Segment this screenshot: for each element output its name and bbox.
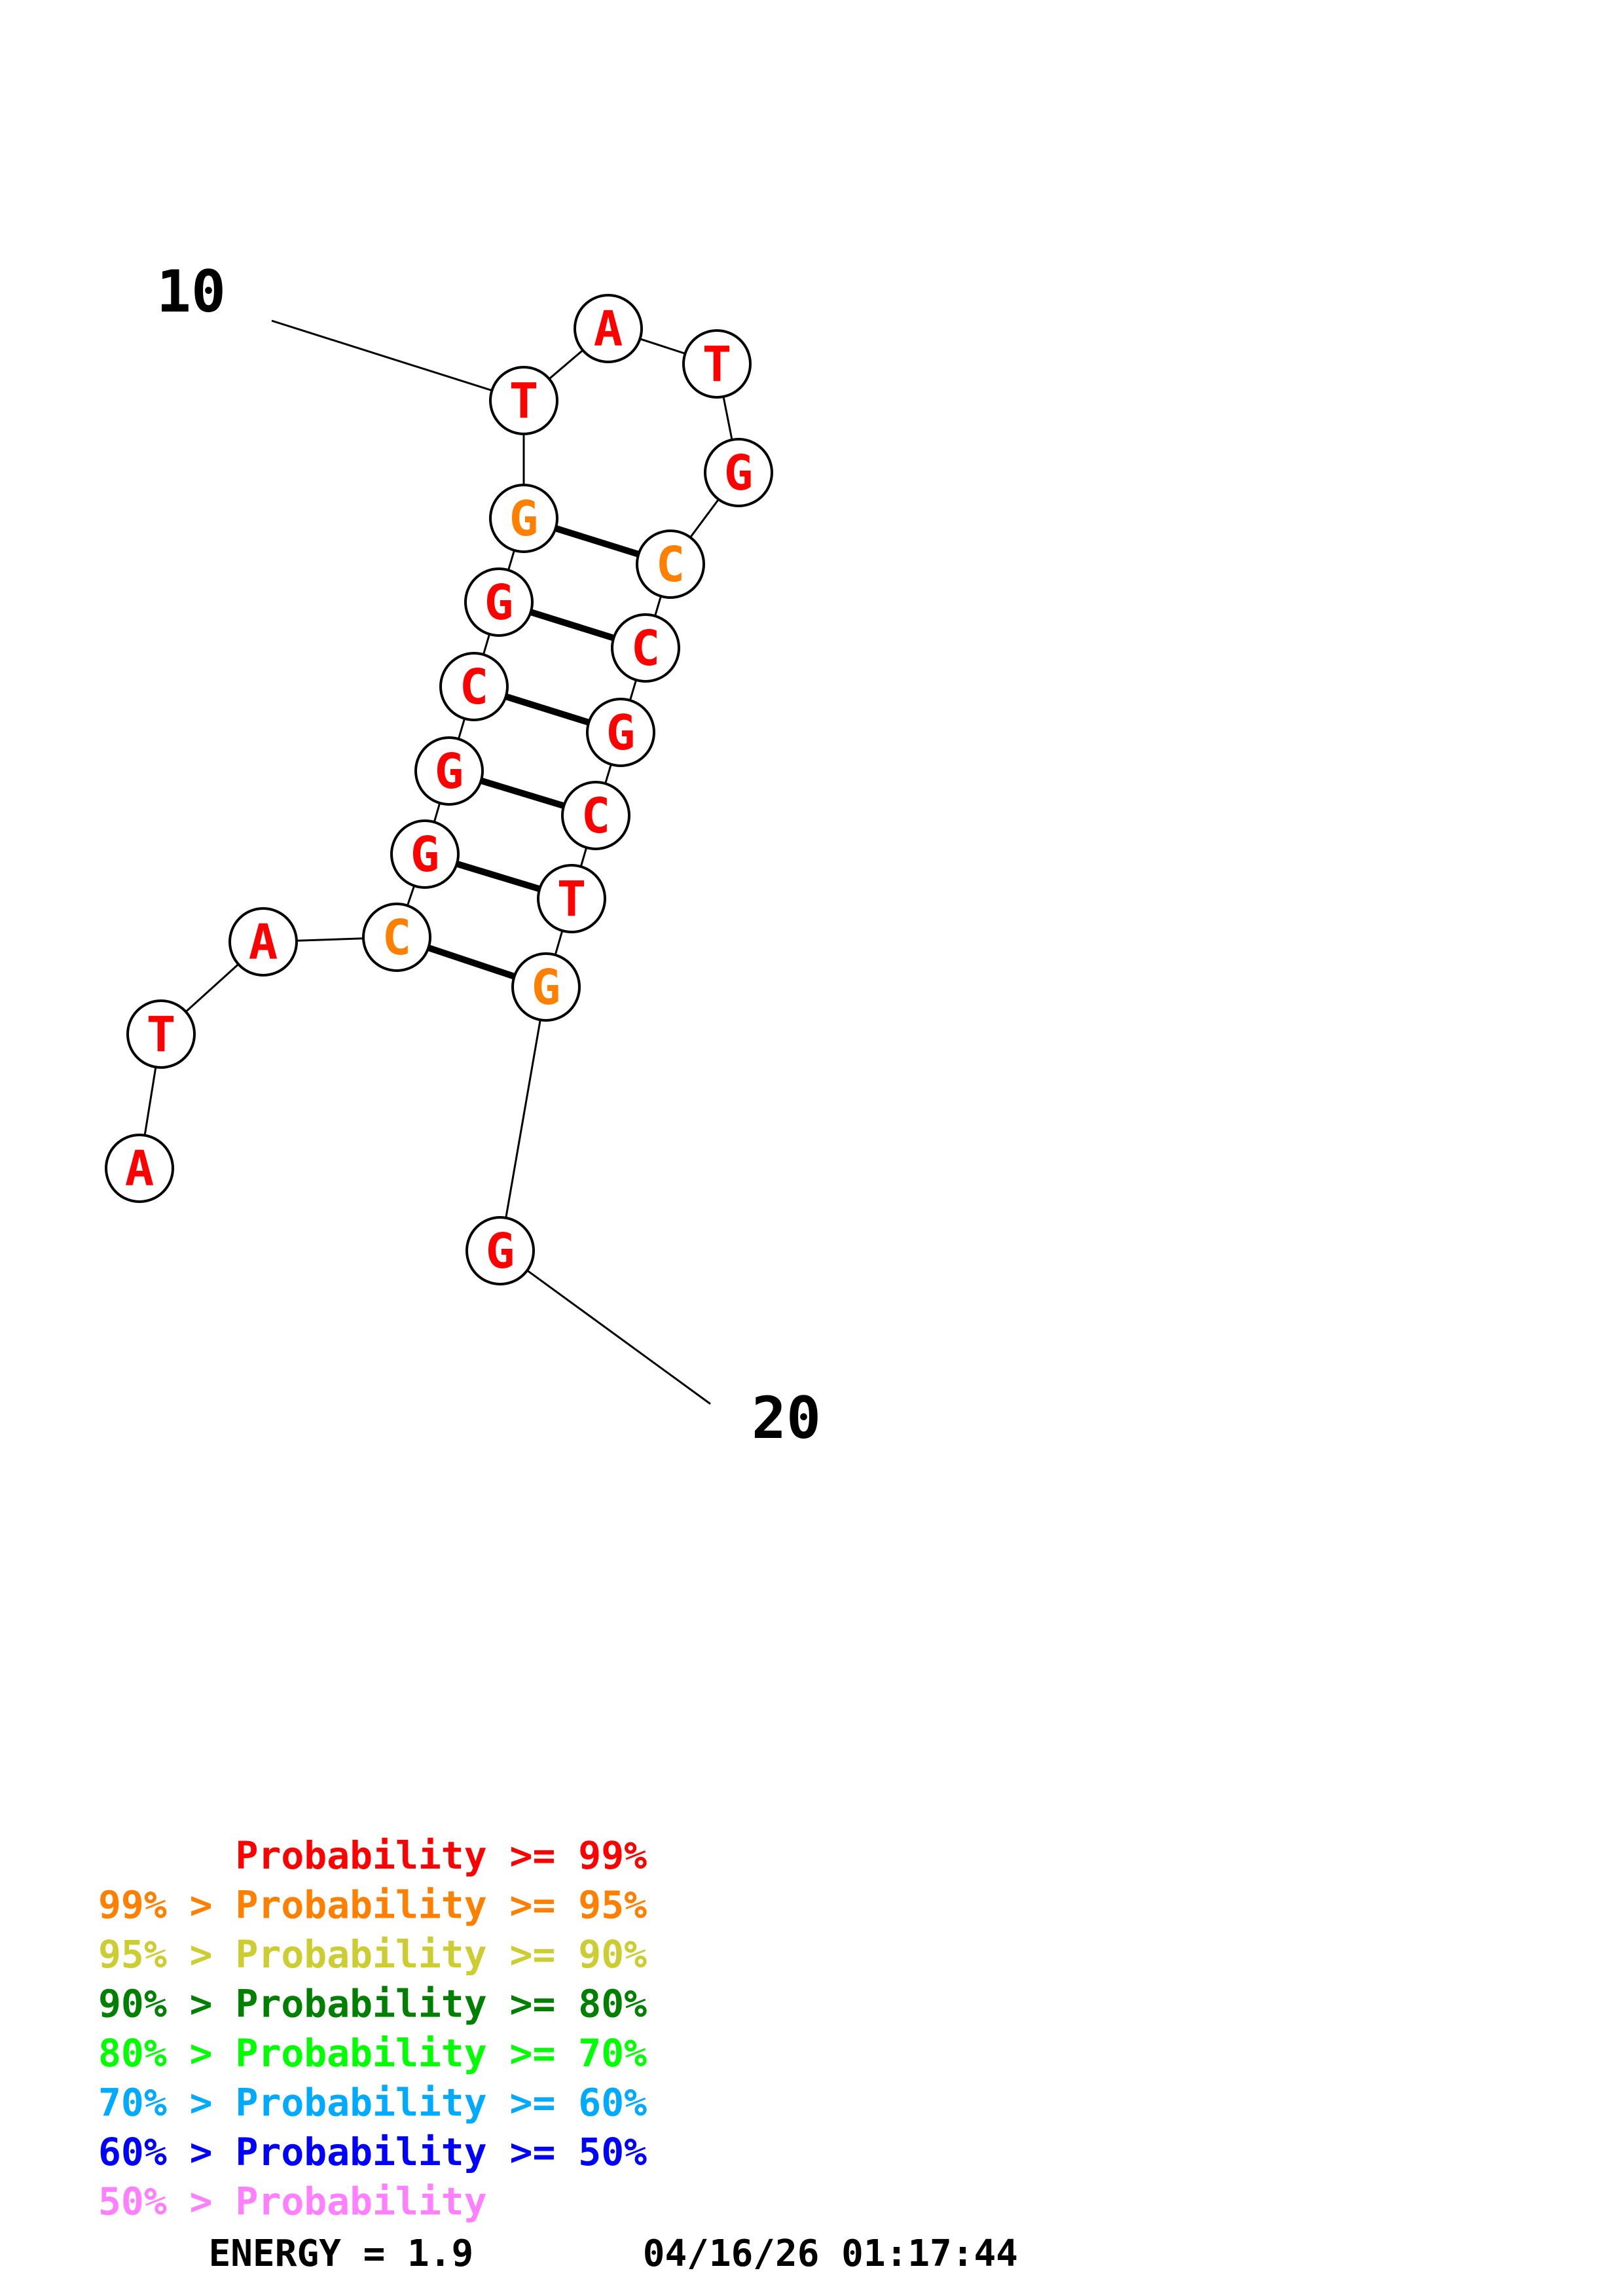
nucleotide-letter: C xyxy=(631,620,661,677)
backbone-link xyxy=(499,986,547,1251)
nucleotide: G xyxy=(414,736,484,806)
nucleotide: A xyxy=(228,907,298,977)
nucleotide: T xyxy=(682,329,752,399)
legend-entry: 90% > Probability >= 80% xyxy=(98,1982,647,2026)
legend-entry: 80% > Probability >= 70% xyxy=(98,2031,647,2075)
nucleotide-letter: G xyxy=(486,1223,515,1280)
nucleotide: T xyxy=(489,366,558,435)
nucleotide-letter: T xyxy=(147,1007,176,1063)
nucleotide-circle xyxy=(489,366,558,435)
nucleotide-circle xyxy=(586,698,655,767)
nucleotide-letter: A xyxy=(125,1141,155,1197)
footer-timestamp: 04/16/26 01:17:44 xyxy=(643,2233,1018,2275)
legend-entry: 50% > Probability xyxy=(98,2179,487,2224)
nucleotide-letter: C xyxy=(382,910,412,966)
nucleotide-letter: T xyxy=(509,373,539,429)
nucleotide-letter: A xyxy=(249,914,278,971)
nucleotide-circle xyxy=(574,294,643,363)
nucleotide-letter: C xyxy=(581,788,611,844)
nucleotide: G xyxy=(464,567,534,637)
nucleotide-circle xyxy=(105,1134,174,1203)
nucleotide-circle xyxy=(464,567,534,637)
nucleotide-circle xyxy=(611,613,680,683)
nucleotide: T xyxy=(126,999,196,1069)
nucleotide: G xyxy=(511,952,581,1022)
position-label-layer: 10 20 xyxy=(156,258,821,1452)
nucleotide-circle xyxy=(561,781,630,850)
position-label-leader xyxy=(526,1269,711,1405)
nucleotide-circle xyxy=(414,736,484,806)
nucleotide: C xyxy=(636,529,705,599)
nucleotide-circle xyxy=(636,529,705,599)
nucleotide-letter: G xyxy=(532,960,561,1016)
nucleotide-circle xyxy=(682,329,752,399)
nucleotide-circle xyxy=(489,484,558,553)
nucleotide-letter: C xyxy=(656,537,685,593)
nucleotide-circle xyxy=(126,999,196,1069)
nucleotide-letter: G xyxy=(724,445,754,501)
nucleotide: A xyxy=(574,294,643,363)
nucleotide-circle xyxy=(511,952,581,1022)
nucleotide-letter: T xyxy=(702,336,732,393)
nucleotide-letter: G xyxy=(509,491,539,547)
nucleotide-letter: T xyxy=(557,871,587,927)
nucleotide: C xyxy=(439,652,509,721)
nucleotide-circle xyxy=(390,819,460,889)
nucleotide-circle xyxy=(465,1216,535,1285)
nucleotide-letter: G xyxy=(410,827,440,883)
nucleotide: G xyxy=(489,484,558,553)
legend-entry: 70% > Probability >= 60% xyxy=(98,2081,647,2125)
position-label: 20 xyxy=(752,1384,821,1452)
footer-line: ENERGY = 1.9 04/16/26 01:17:44 xyxy=(98,2233,1084,2275)
nucleotide-letter: C xyxy=(460,659,489,715)
nucleotide: T xyxy=(537,864,606,933)
legend-entry: 60% > Probability >= 50% xyxy=(98,2130,647,2174)
nucleotide: G xyxy=(465,1216,535,1285)
nucleotide: C xyxy=(561,781,630,850)
nucleotide-circle xyxy=(704,438,773,507)
energy-value: ENERGY = 1.9 xyxy=(209,2233,474,2275)
nucleotide: C xyxy=(362,903,431,972)
position-label-leader xyxy=(271,319,492,392)
nucleotide-circle xyxy=(537,864,606,933)
nucleotide: G xyxy=(390,819,460,889)
nucleotide-letter: A xyxy=(594,301,623,357)
nucleotide: C xyxy=(611,613,680,683)
legend-entry: 95% > Probability >= 90% xyxy=(98,1932,647,1977)
nucleotide-letter: G xyxy=(484,575,514,631)
nucleotide-circle xyxy=(439,652,509,721)
legend-entry: 99% > Probability >= 95% xyxy=(98,1883,647,1928)
nucleotide-letter: G xyxy=(435,744,464,800)
nucleotide-circle xyxy=(362,903,431,972)
position-label: 10 xyxy=(156,258,226,325)
nucleotide-circle xyxy=(228,907,298,977)
probability-legend: Probability >= 99% 99% > Probability >= 9… xyxy=(98,1833,647,2224)
nucleotide: A xyxy=(105,1134,174,1203)
nucleotide: G xyxy=(704,438,773,507)
nucleotide-letter: G xyxy=(606,705,636,761)
nucleotide: G xyxy=(586,698,655,767)
legend-entry: Probability >= 99% xyxy=(98,1833,647,1878)
